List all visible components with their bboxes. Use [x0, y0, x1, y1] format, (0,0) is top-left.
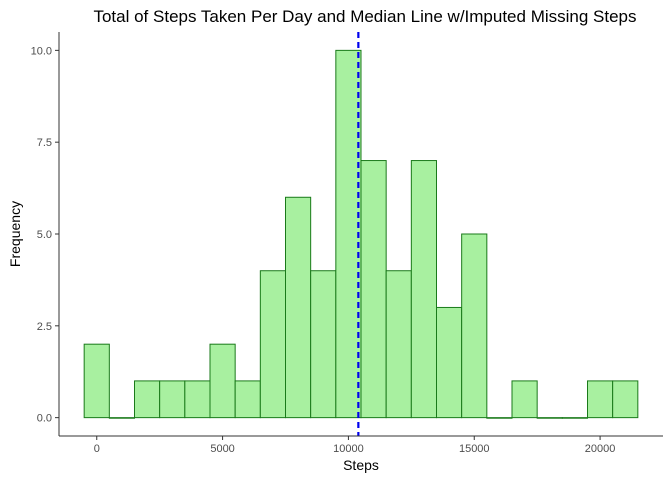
histogram-bar [335, 49, 362, 419]
histogram-bar [159, 380, 186, 419]
histogram-bar [360, 160, 387, 419]
y-tick-label: 2.5 [37, 321, 52, 333]
x-tick-label: 20000 [585, 443, 616, 455]
histogram-bar [511, 380, 538, 419]
histogram-bar [184, 380, 211, 419]
histogram-bar [234, 380, 261, 419]
y-tick-label: 5.0 [37, 229, 52, 241]
y-axis-title: Frequency [7, 201, 23, 267]
x-tick-label: 10000 [333, 443, 364, 455]
histogram-bar [536, 417, 563, 419]
histogram-bar [310, 270, 337, 419]
histogram-bar [83, 343, 110, 419]
histogram-bar [561, 417, 588, 419]
histogram-bar [259, 270, 287, 419]
histogram-bar [461, 233, 488, 419]
histogram-bar [209, 343, 236, 419]
histogram-bar [587, 380, 614, 419]
histogram-bar [134, 380, 161, 419]
y-tick-label: 10.0 [31, 45, 52, 57]
x-tick-label: 0 [94, 443, 100, 455]
histogram-bar [410, 160, 438, 419]
histogram-bar [612, 380, 639, 419]
x-tick-label: 15000 [459, 443, 490, 455]
histogram-bar [486, 417, 513, 419]
histogram-bar [285, 196, 312, 419]
histogram-bar [436, 306, 463, 419]
y-tick-label: 7.5 [37, 137, 52, 149]
chart-title: Total of Steps Taken Per Day and Median … [93, 7, 636, 26]
y-tick-label: 0.0 [37, 413, 52, 425]
histogram-bar [108, 417, 136, 419]
x-axis-title: Steps [343, 457, 379, 473]
x-tick-label: 5000 [210, 443, 234, 455]
histogram-bar [385, 270, 412, 419]
